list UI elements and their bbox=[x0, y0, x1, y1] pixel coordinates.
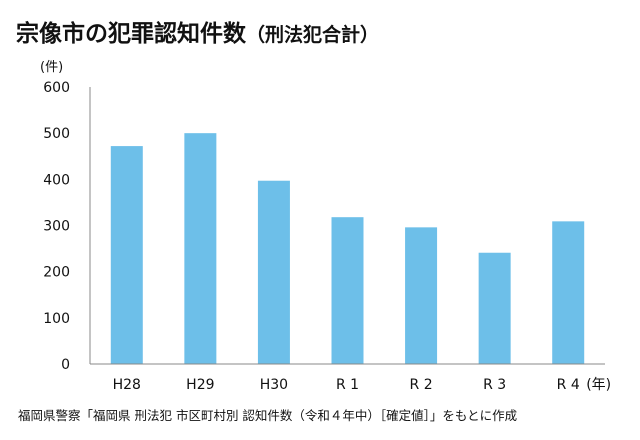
bar bbox=[257, 180, 290, 364]
y-tick-label: 400 bbox=[43, 172, 70, 188]
x-tick-label: H30 bbox=[260, 377, 288, 393]
bar bbox=[184, 133, 217, 364]
axes bbox=[89, 87, 605, 365]
y-tick-label: 200 bbox=[43, 265, 70, 281]
y-tick-label: 300 bbox=[43, 219, 70, 235]
bars bbox=[110, 133, 585, 364]
y-tick-label: 500 bbox=[43, 126, 70, 142]
x-tick-label: R 4 bbox=[557, 377, 580, 393]
x-axis: H28 H29 H30 R 1 R 2 R 3 R 4 bbox=[113, 377, 580, 393]
x-tick-label: H29 bbox=[186, 377, 214, 393]
x-tick-label: R 2 bbox=[410, 377, 433, 393]
x-tick-label: R 3 bbox=[483, 377, 506, 393]
bar bbox=[552, 221, 585, 364]
bar bbox=[478, 252, 511, 364]
y-tick-label: 0 bbox=[61, 357, 70, 373]
x-axis-unit: (年) bbox=[586, 377, 611, 393]
bar bbox=[110, 146, 143, 364]
x-tick-label: R 1 bbox=[336, 377, 359, 393]
y-axis-unit: (件) bbox=[40, 60, 63, 75]
source-note: 福岡県警察「福岡県 刑法犯 市区町村別 認知件数（令和４年中）［確定値］」をもと… bbox=[18, 408, 518, 423]
x-tick-label: H28 bbox=[113, 377, 141, 393]
bar bbox=[331, 217, 364, 364]
chart-title: 宗像市の犯罪認知件数（刑法犯合計） bbox=[16, 14, 379, 48]
y-tick-label: 600 bbox=[43, 80, 70, 96]
bar bbox=[405, 227, 438, 364]
title-subtitle: （刑法犯合計） bbox=[246, 24, 380, 46]
y-tick-label: 100 bbox=[43, 311, 70, 327]
y-axis: 0 100 200 300 400 500 600 bbox=[43, 80, 70, 373]
title-main: 宗像市の犯罪認知件数 bbox=[16, 21, 246, 47]
